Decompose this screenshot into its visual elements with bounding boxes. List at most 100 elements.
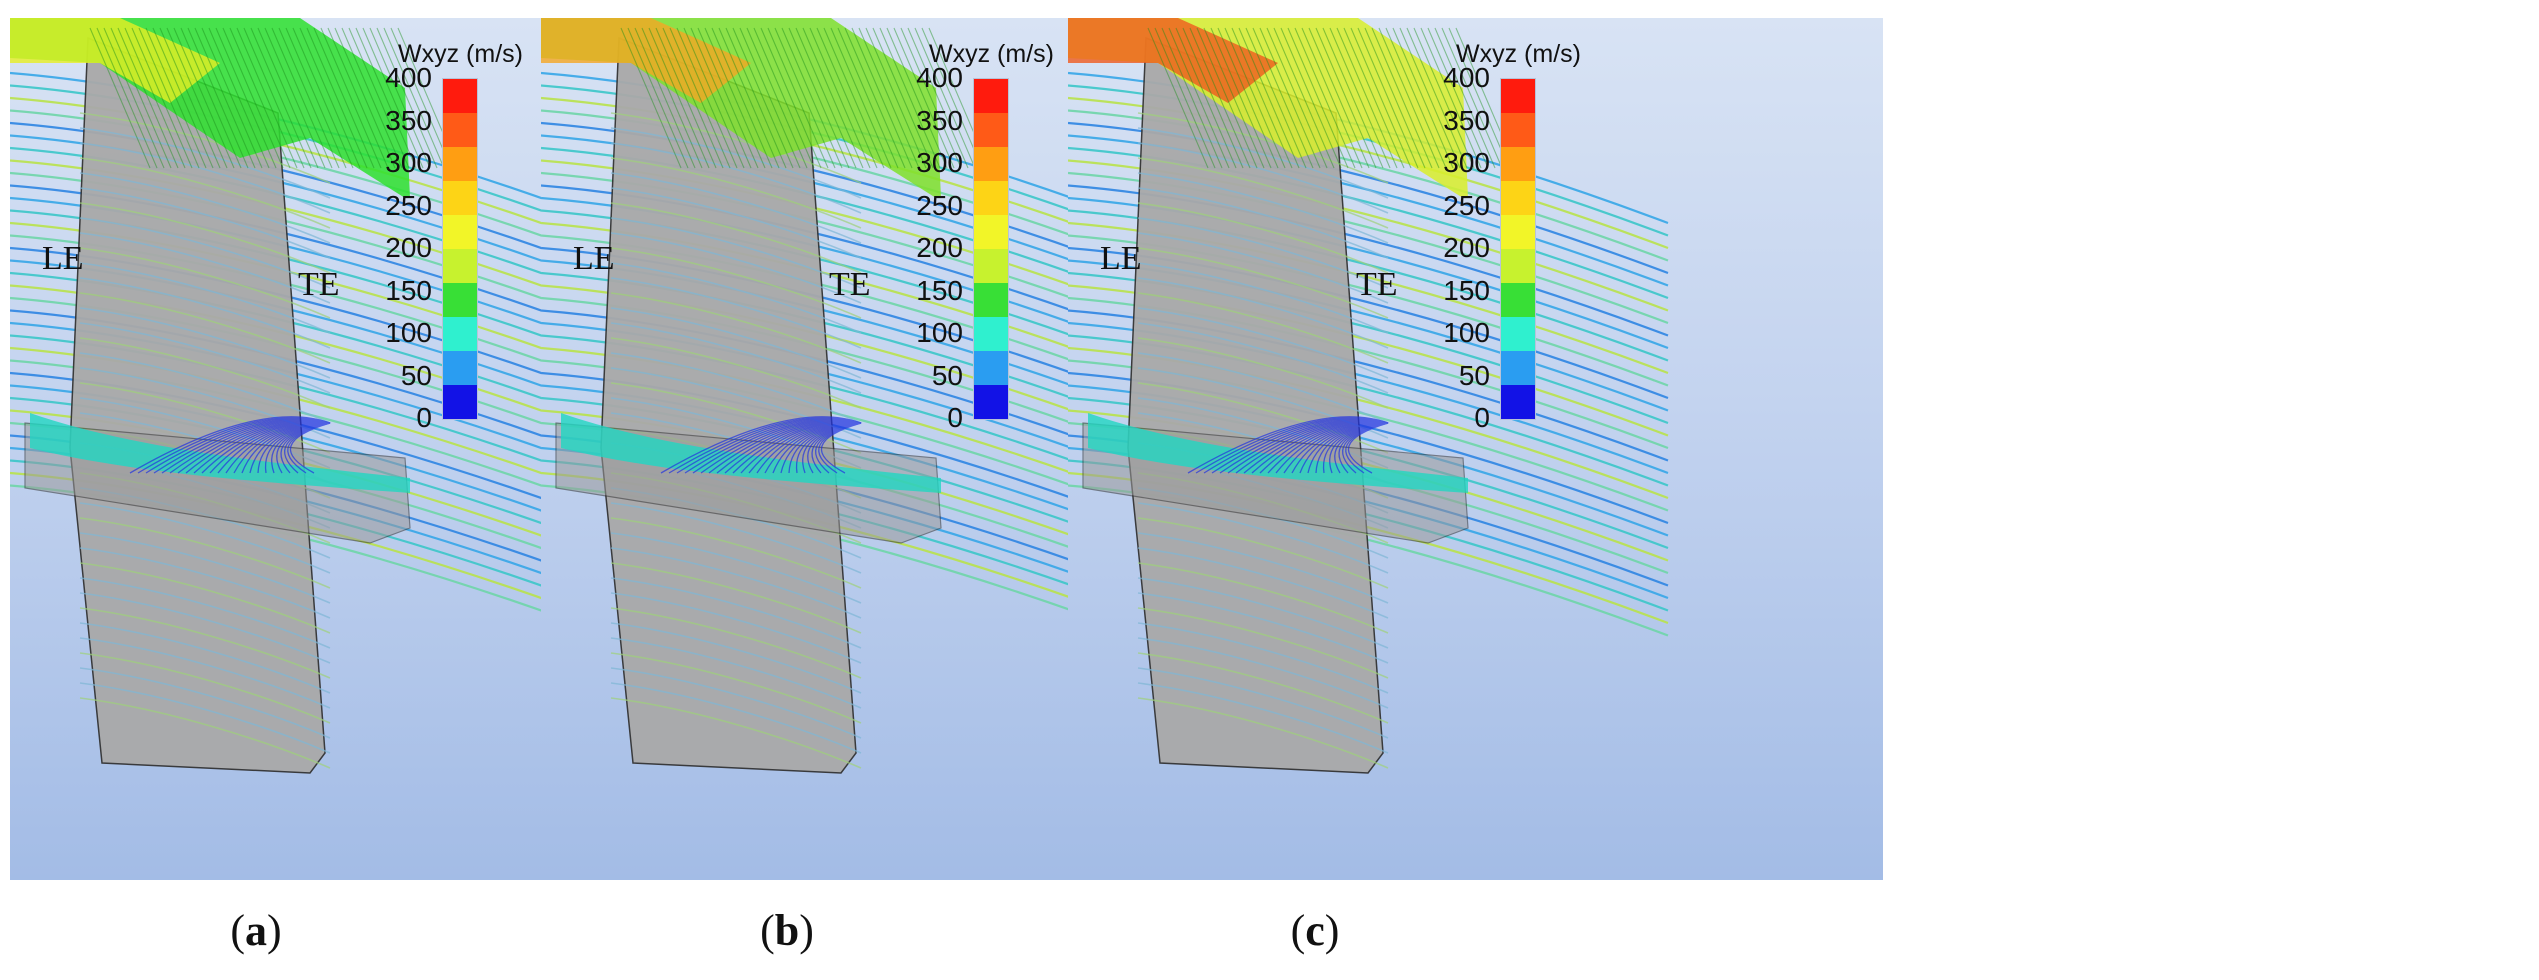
streamline [1137,622,1389,694]
colorbar-segment [1501,249,1535,283]
streamline [362,27,424,169]
streamline [610,142,862,214]
colorbar-segment [1501,351,1535,385]
streamline [1137,322,1389,394]
streamline [1137,637,1389,709]
colorbar-segment [443,317,477,351]
streamline [348,27,410,169]
streamline [376,27,438,169]
streamline [610,337,862,409]
streamline [610,277,862,349]
colorbar-segment [1501,215,1535,249]
streamline [159,27,221,169]
streamline [257,27,319,169]
streamline [1137,247,1389,319]
streamline [79,247,331,319]
colorbar-segment [443,181,477,215]
streamline [1343,27,1405,169]
streamline [292,27,354,169]
streamline [921,27,983,169]
streamline [79,382,331,454]
colorbar-tick-label: 200 [1443,232,1490,263]
streamline [788,27,850,169]
streamline [914,27,976,169]
streamline-plot [10,18,611,774]
tip-leading-edge-flow [541,18,751,103]
streamline [1385,27,1447,169]
colorbar-tick-label: 300 [916,147,963,178]
streamline [851,27,913,169]
colorbar-tick-label: 200 [385,232,432,263]
streamline [271,27,333,169]
streamline [369,27,431,169]
streamline [610,262,862,334]
corner-vortex [1187,416,1389,474]
streamline [900,27,962,169]
streamline [264,27,326,169]
streamline [79,562,331,634]
streamline [110,27,172,169]
colorbar-tick-label: 300 [385,147,432,178]
streamline [79,142,331,214]
streamline [767,27,829,169]
streamline [327,27,389,169]
streamline [1308,27,1370,169]
streamline [872,27,934,169]
streamline [1137,172,1389,244]
streamline [610,232,862,304]
trailing-edge-label: TE [829,266,871,303]
streamline [289,422,331,474]
colorbar-tick-label: 100 [1443,317,1490,348]
colorbar-tick-label: 0 [947,402,963,433]
streamline [1137,292,1389,364]
streamline [1406,27,1468,169]
streamline-plot [1068,18,1669,774]
streamline [610,622,862,694]
streamline [669,27,731,169]
streamline [1196,27,1258,169]
streamline [1137,697,1389,769]
streamline [610,382,862,454]
streamline [1273,27,1335,169]
streamline [79,127,331,199]
streamline [79,622,331,694]
streamline [1448,27,1510,169]
streamline [383,27,445,169]
streamline [610,202,862,274]
streamline [79,532,331,604]
streamline [879,27,941,169]
streamline [837,27,899,169]
streamline [1137,217,1389,289]
streamline [1238,27,1300,169]
panel-caption: (c) [1291,905,1340,956]
streamline [1137,142,1389,214]
colorbar-tick-label: 400 [1443,62,1490,93]
caption-open-paren: ( [1290,906,1306,955]
streamline [79,652,331,724]
streamline [610,502,862,574]
streamline [711,27,773,169]
streamline [208,27,270,169]
streamline [152,27,214,169]
streamline [1259,27,1321,169]
streamline [341,27,403,169]
streamline [1137,157,1389,229]
colorbar-segment [1501,79,1535,113]
streamline [1399,27,1461,169]
streamline [781,27,843,169]
caption-letter: c [1305,906,1325,955]
streamline [676,27,738,169]
streamline [222,27,284,169]
streamline [627,27,689,169]
streamline [79,697,331,769]
streamline [1280,27,1342,169]
streamline [1137,382,1389,454]
streamline [830,27,892,169]
colorbar-segment [974,113,1008,147]
streamline [334,27,396,169]
streamline [610,172,862,244]
colorbar-tick-label: 350 [1443,104,1490,136]
colorbar-tick-label: 350 [916,104,963,136]
streamline [79,637,331,709]
hub-flow [30,413,410,493]
